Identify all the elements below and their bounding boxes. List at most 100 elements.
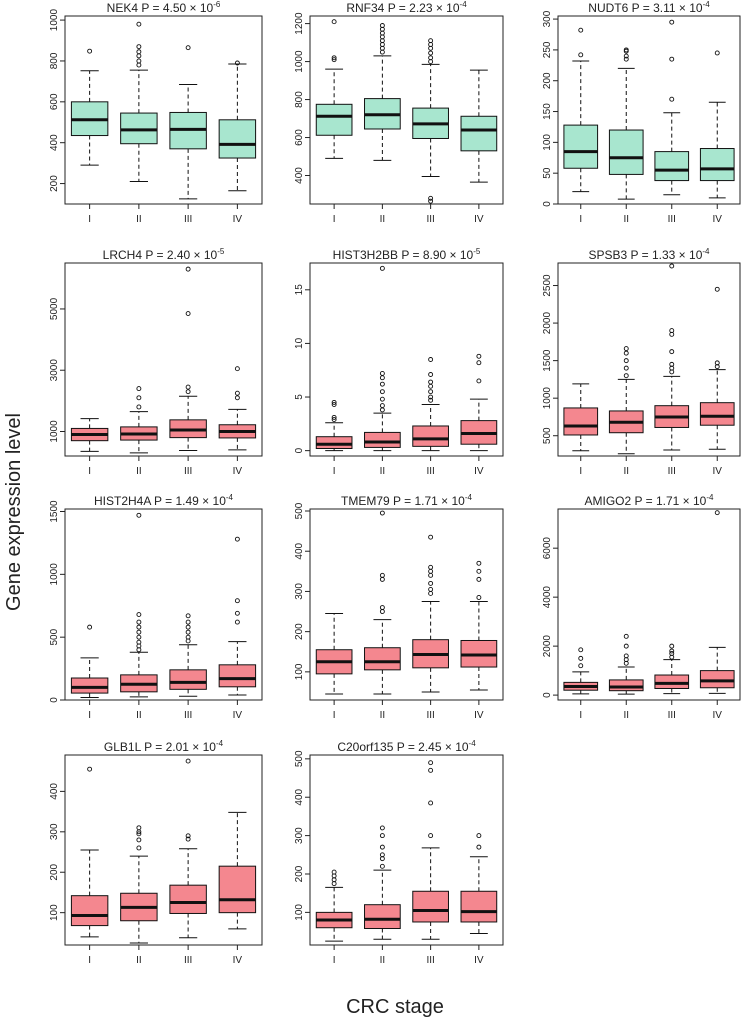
y-tick-label: 500 xyxy=(49,628,60,645)
panel-title-text: AMIGO2 P = 1.71 × 10 xyxy=(585,494,707,508)
x-tick-label: I xyxy=(88,710,91,721)
panel-title-text: SPSB3 P = 1.33 × 10 xyxy=(589,248,703,262)
x-tick-label: III xyxy=(184,955,192,966)
panel-nudt6: NUDT6 P = 3.11 × 10-4 0 50 100 150 200 250 300 I… xyxy=(542,0,741,225)
iqr-box xyxy=(699,402,735,426)
outlier-point xyxy=(623,653,629,659)
outlier-point xyxy=(428,198,434,204)
x-tick-label: II xyxy=(380,955,386,966)
outlier-point xyxy=(428,833,434,839)
x-tick-label: IV xyxy=(233,466,243,477)
y-tick-label: 50 xyxy=(542,167,553,179)
panel-title-text: RNF34 P = 2.23 × 10 xyxy=(346,1,460,15)
box-II xyxy=(364,265,401,452)
outlier-point xyxy=(234,395,240,401)
x-tick-label: II xyxy=(623,710,629,721)
box-III xyxy=(169,758,207,939)
outlier-point xyxy=(428,564,434,570)
x-tick-label: III xyxy=(668,214,676,225)
outlier-point xyxy=(428,379,434,385)
panel-title: NEK4 P = 4.50 × 10-6 xyxy=(107,0,221,15)
iqr-box xyxy=(412,890,449,923)
iqr-box xyxy=(169,669,207,690)
outlier-point xyxy=(428,389,434,395)
outlier-point xyxy=(578,647,584,653)
outlier-point xyxy=(379,844,385,850)
outlier-point xyxy=(331,414,337,420)
y-tick-label: 0 xyxy=(542,201,553,207)
iqr-box xyxy=(460,115,498,152)
outlier-point xyxy=(428,50,434,56)
y-tick-label: 400 xyxy=(294,542,305,559)
panel-title-text: LRCH4 P = 2.40 × 10 xyxy=(103,248,218,262)
outlier-point xyxy=(331,57,337,63)
outlier-point xyxy=(714,510,720,516)
y-tick-label: 0 xyxy=(294,447,305,453)
outlier-point xyxy=(428,800,434,806)
box-III xyxy=(169,266,207,451)
y-tick-label: 100 xyxy=(542,134,553,151)
iqr-box xyxy=(364,904,401,929)
box-I xyxy=(70,766,109,938)
x-tick-label: IV xyxy=(713,710,723,721)
box-II xyxy=(364,825,401,940)
p-value-exponent: -4 xyxy=(460,0,468,9)
outlier-point xyxy=(379,389,385,395)
iqr-box xyxy=(563,407,599,436)
x-axis-label: CRC stage xyxy=(346,996,444,1018)
y-tick-label: 100 xyxy=(294,904,305,921)
x-tick-label: I xyxy=(333,466,336,477)
outlier-point xyxy=(234,598,240,604)
outlier-point xyxy=(234,390,240,396)
y-tick-label: 1000 xyxy=(49,9,60,32)
y-tick-label: 400 xyxy=(49,134,60,151)
x-tick-label: III xyxy=(184,710,192,721)
p-value-exponent: -4 xyxy=(469,739,477,748)
y-tick-label: 2000 xyxy=(542,312,553,335)
y-tick-label: 150 xyxy=(542,103,553,120)
box-III xyxy=(169,613,207,697)
iqr-box xyxy=(315,436,353,449)
box-I xyxy=(315,869,353,942)
box-IV xyxy=(218,536,257,696)
panel-title: RNF34 P = 2.23 × 10-4 xyxy=(346,0,467,15)
outlier-point xyxy=(476,833,482,839)
outlier-point xyxy=(623,365,629,371)
x-tick-label: I xyxy=(579,214,582,225)
outlier-point xyxy=(428,572,434,578)
panel-title: SPSB3 P = 1.33 × 10-4 xyxy=(589,247,711,262)
outlier-point xyxy=(331,19,337,25)
outlier-point xyxy=(136,837,142,843)
y-tick-label: 5 xyxy=(294,394,305,400)
panel-title-text: NUDT6 P = 3.11 × 10 xyxy=(588,1,703,15)
outlier-point xyxy=(428,383,434,389)
iqr-box xyxy=(70,895,109,927)
box-II xyxy=(120,21,158,183)
outlier-point xyxy=(379,396,385,402)
box-III xyxy=(412,534,449,693)
outlier-point xyxy=(428,55,434,61)
iqr-box xyxy=(364,647,401,671)
outlier-point xyxy=(185,311,191,316)
outlier-point xyxy=(476,595,482,600)
iqr-box xyxy=(563,124,599,169)
y-tick-label: 6000 xyxy=(542,537,553,560)
outlier-point xyxy=(379,381,385,387)
x-tick-label: I xyxy=(88,466,91,477)
y-axis-label: Gene expression level xyxy=(3,413,25,611)
plot-frame xyxy=(309,508,504,701)
outlier-point xyxy=(623,56,629,62)
y-tick-label: 1000 xyxy=(49,563,60,586)
outlier-point xyxy=(136,639,142,645)
box-I xyxy=(70,418,109,452)
outlier-point xyxy=(428,38,434,44)
outlier-point xyxy=(234,60,240,66)
plot-frame xyxy=(557,508,741,701)
outlier-point xyxy=(379,370,385,376)
y-tick-label: 2500 xyxy=(542,274,553,297)
y-tick-label: 4000 xyxy=(542,586,553,609)
outlier-point xyxy=(379,23,385,28)
